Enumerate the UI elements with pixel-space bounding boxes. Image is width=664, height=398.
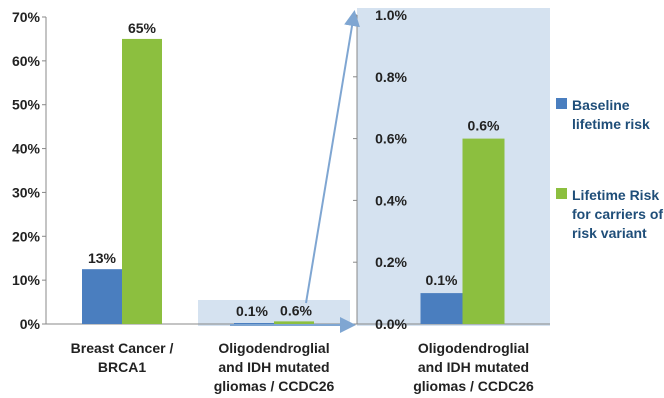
- zoom-y-tick-label: 0.4%: [375, 192, 407, 208]
- zoom-arrow-top: [305, 10, 360, 304]
- zoom-y-tick-label: 0.6%: [375, 131, 407, 147]
- legend-label: Lifetime Risk: [572, 187, 659, 203]
- main-data-label: 0.6%: [280, 302, 312, 318]
- zoom-category-label: gliomas / CCDC26: [413, 378, 534, 394]
- zoom-bar: [462, 138, 505, 324]
- zoom-y-tick-label: 0.8%: [375, 69, 407, 85]
- zoom-y-tick-label: 1.0%: [375, 7, 407, 23]
- main-y-tick-label: 40%: [12, 141, 41, 157]
- main-category-label: gliomas / CCDC26: [214, 378, 335, 394]
- zoom-data-label: 0.6%: [468, 118, 500, 134]
- main-y-tick-label: 70%: [12, 9, 41, 25]
- legend-swatch: [556, 98, 567, 109]
- main-y-tick-label: 0%: [20, 316, 41, 332]
- main-data-label: 65%: [128, 20, 157, 36]
- main-bar: [82, 269, 122, 324]
- main-category-label: Oligodendroglial: [218, 340, 329, 356]
- zoom-y-tick-label: 0.2%: [375, 254, 407, 270]
- zoom-y-tick-label: 0.0%: [375, 316, 407, 332]
- legend-label: lifetime risk: [572, 116, 650, 132]
- main-bar: [274, 321, 314, 324]
- main-bar: [234, 323, 274, 324]
- main-category-label: Breast Cancer /: [71, 340, 174, 356]
- main-y-tick-label: 30%: [12, 184, 41, 200]
- main-category-label: BRCA1: [98, 359, 146, 375]
- zoom-data-label: 0.1%: [426, 272, 458, 288]
- main-category-label: and IDH mutated: [218, 359, 329, 375]
- main-y-tick-label: 60%: [12, 53, 41, 69]
- main-y-tick-label: 50%: [12, 97, 41, 113]
- legend-swatch: [556, 188, 567, 199]
- main-y-tick-label: 10%: [12, 272, 41, 288]
- main-data-label: 13%: [88, 250, 117, 266]
- main-bar: [122, 38, 162, 325]
- zoom-category-label: Oligodendroglial: [418, 340, 529, 356]
- legend-label: Baseline: [572, 97, 630, 113]
- zoom-category-label: and IDH mutated: [418, 359, 529, 375]
- zoom-bar: [420, 293, 463, 324]
- main-y-tick-label: 20%: [12, 228, 41, 244]
- main-data-label: 0.1%: [236, 303, 268, 319]
- legend-label: for carriers of: [572, 206, 663, 222]
- zoom-panel-background: [357, 8, 550, 326]
- legend-label: risk variant: [572, 225, 647, 241]
